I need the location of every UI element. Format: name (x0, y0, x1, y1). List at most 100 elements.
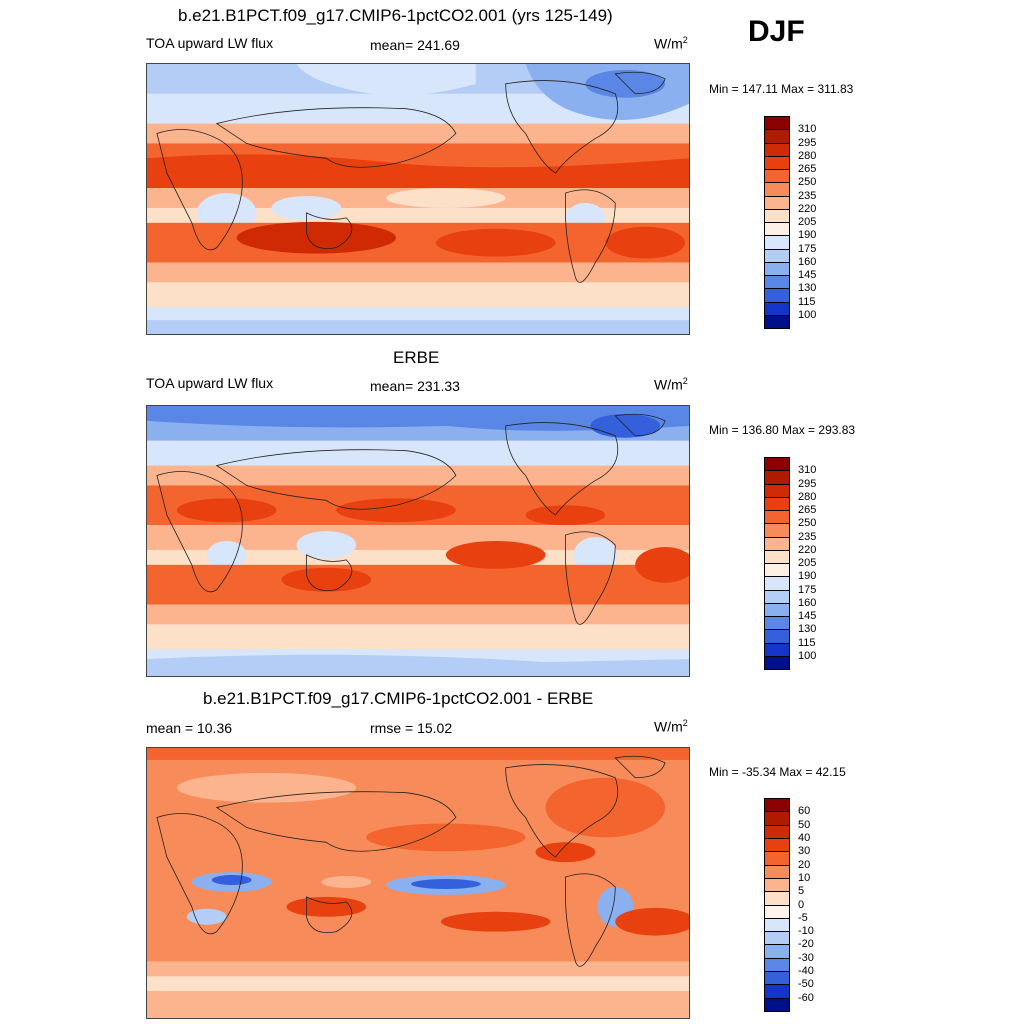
colorbar-swatch (764, 510, 790, 525)
colorbar-label: 160 (798, 596, 817, 609)
colorbar-label: -20 (798, 938, 814, 951)
panel3-title: b.e21.B1PCT.f09_g17.CMIP6-1pctCO2.001 - … (203, 689, 594, 708)
colorbar-swatch (764, 549, 790, 564)
colorbar-label: 5 (798, 885, 805, 898)
colorbar-swatch (764, 483, 790, 498)
colorbar-swatch (764, 288, 790, 303)
colorbar-swatch (764, 496, 790, 511)
colorbar-swatch (764, 602, 790, 617)
colorbar-swatch (764, 470, 790, 485)
colorbar-swatch (764, 997, 790, 1012)
colorbar-label: 50 (798, 818, 811, 831)
panel3-map (146, 747, 690, 1019)
colorbar-label: 220 (798, 202, 817, 215)
colorbar-swatch (764, 536, 790, 551)
colorbar-label: 295 (798, 136, 817, 149)
colorbar-swatch (764, 984, 790, 999)
colorbar-swatch (764, 944, 790, 959)
panel2-minmax: Min = 136.80 Max = 293.83 (709, 423, 856, 437)
colorbar-label: -40 (798, 965, 814, 978)
panel1-minmax: Min = 147.11 Max = 311.83 (709, 82, 854, 96)
colorbar-swatch (764, 957, 790, 973)
colorbar-swatch (764, 563, 790, 578)
colorbar-label: 220 (798, 543, 817, 556)
colorbar-swatch (764, 864, 790, 879)
colorbar-label: 0 (798, 898, 805, 911)
panel2-center-label: mean= 231.33 (370, 378, 460, 394)
colorbar-swatch (764, 523, 790, 538)
colorbar-label: 280 (798, 490, 817, 503)
panel1-left-label: TOA upward LW flux (146, 35, 274, 51)
panel2-colorbar: 310 295 280 265 250 235 220 205 190 175 160 145 130 1… (764, 457, 816, 670)
panel2-units: W/m2 (654, 376, 688, 393)
colorbar-swatch (764, 655, 790, 670)
colorbar-swatch (764, 616, 790, 631)
colorbar-swatch (764, 877, 790, 893)
colorbar-swatch (764, 155, 790, 170)
colorbar-label: 235 (798, 530, 817, 543)
colorbar-swatch (764, 248, 790, 263)
panel3-units: W/m2 (654, 718, 688, 735)
colorbar-label: 175 (798, 242, 817, 255)
colorbar-label: 145 (798, 269, 817, 281)
colorbar-swatch (764, 182, 790, 197)
colorbar-swatch (764, 195, 790, 210)
colorbar-swatch (764, 169, 790, 184)
colorbar-swatch (764, 917, 790, 933)
panel3-left-label: mean = 10.36 (146, 720, 233, 736)
colorbar-swatch (764, 837, 790, 853)
colorbar-label: -50 (798, 978, 814, 991)
colorbar-swatch (764, 629, 790, 644)
colorbar-swatch (764, 971, 790, 986)
panel3-minmax: Min = -35.34 Max = 42.15 (709, 765, 846, 779)
colorbar-label: 295 (798, 477, 817, 490)
colorbar-label: 250 (798, 517, 817, 530)
panel1-title: b.e21.B1PCT.f09_g17.CMIP6-1pctCO2.001 (y… (178, 6, 613, 25)
colorbar-label: 205 (798, 216, 817, 228)
colorbar-swatch (764, 931, 790, 946)
colorbar-label: 100 (798, 308, 817, 321)
colorbar-label: 190 (798, 229, 817, 242)
colorbar-swatch (764, 129, 790, 144)
colorbar-label: 115 (798, 636, 816, 649)
panel1-units: W/m2 (654, 35, 688, 52)
colorbar-swatch (764, 811, 790, 826)
season-label: DJF (748, 15, 805, 48)
colorbar-swatch (764, 222, 790, 237)
colorbar-label: 310 (798, 123, 817, 136)
colorbar-label: 160 (798, 255, 817, 268)
colorbar-label: 130 (798, 282, 817, 295)
panel1-center-label: mean= 241.69 (370, 37, 460, 53)
colorbar-swatch (764, 798, 790, 813)
colorbar-swatch (764, 208, 790, 223)
colorbar-swatch (764, 314, 790, 329)
panel1-colorbar: 310 295 280 265 250 235 220 205 190 175 160 145 130 1… (764, 116, 816, 329)
colorbar-label: 280 (798, 149, 817, 162)
colorbar-swatch (764, 891, 790, 906)
colorbar-label: 250 (798, 176, 817, 189)
colorbar-swatch (764, 261, 790, 276)
colorbar-label: 30 (798, 845, 811, 858)
colorbar-label: -30 (798, 951, 814, 964)
panel2-title: ERBE (393, 348, 440, 367)
colorbar-swatch (764, 576, 790, 591)
colorbar-label: 10 (798, 871, 811, 884)
colorbar-swatch (764, 904, 790, 919)
panel2-left-label: TOA upward LW flux (146, 375, 274, 391)
colorbar-label: 115 (798, 295, 816, 308)
colorbar-swatch (764, 116, 790, 131)
colorbar-label: 60 (798, 805, 811, 818)
colorbar-label: 205 (798, 557, 817, 569)
colorbar-swatch (764, 235, 790, 250)
colorbar-swatch (764, 642, 790, 657)
colorbar-label: 40 (798, 831, 811, 844)
colorbar-label: 20 (798, 858, 811, 871)
colorbar-label: 130 (798, 623, 817, 636)
colorbar-swatch (764, 589, 790, 604)
colorbar-label: 100 (798, 649, 817, 662)
panel1-map (146, 63, 690, 335)
colorbar-label: 310 (798, 464, 817, 477)
panel2-map (146, 405, 690, 677)
panel3-center-label: rmse = 15.02 (370, 720, 453, 736)
colorbar-label: 265 (798, 504, 817, 516)
